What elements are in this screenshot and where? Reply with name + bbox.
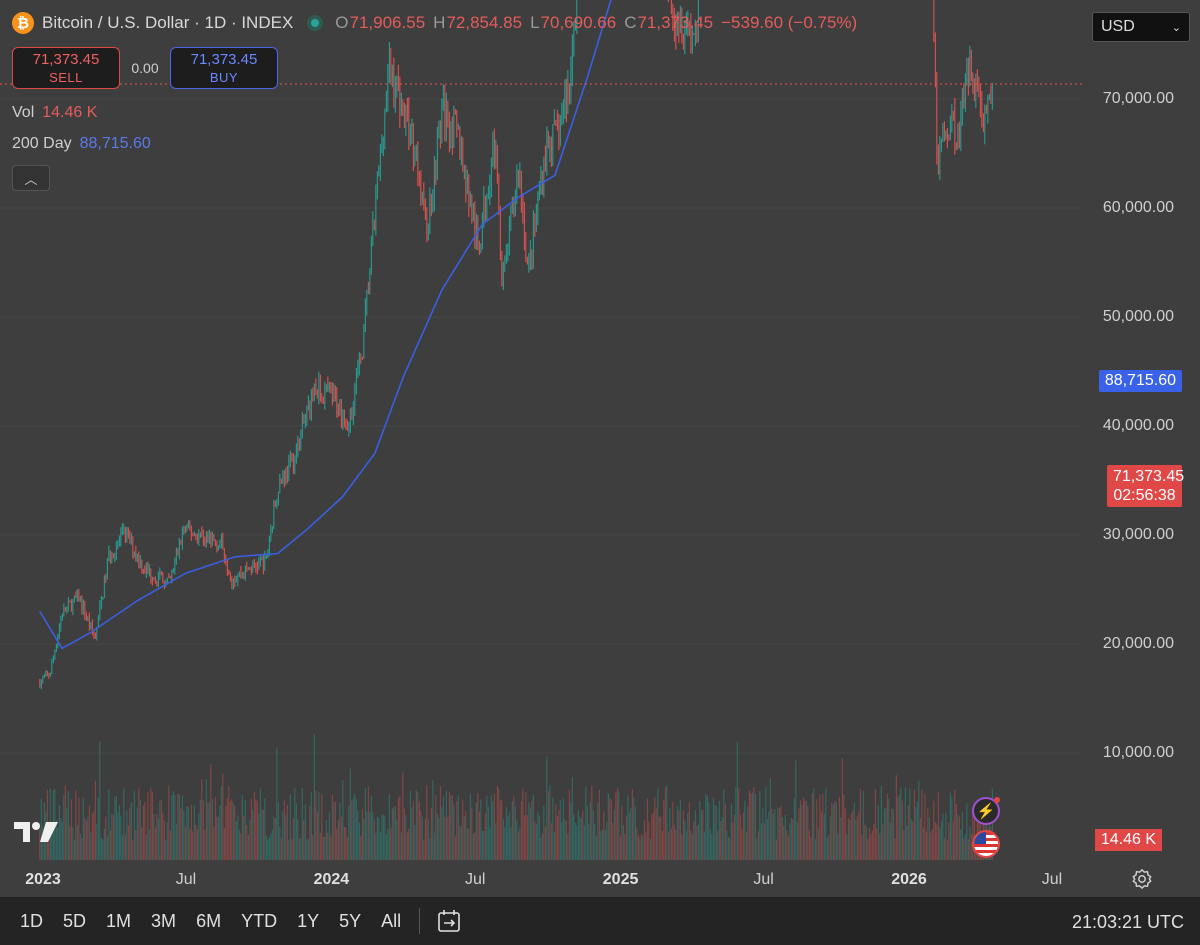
ma-200-line[interactable] bbox=[39, 0, 994, 650]
volume-legend-label: Vol bbox=[12, 104, 35, 121]
ohlc-values: O71,906.55 H72,854.85 L70,690.66 C71,373… bbox=[335, 13, 858, 32]
close-value: 71,373.45 bbox=[637, 13, 714, 32]
change-value: −539.60 (−0.75%) bbox=[721, 13, 858, 32]
date-range-icon[interactable] bbox=[436, 908, 462, 934]
candlesticks bbox=[39, 0, 993, 690]
buy-button[interactable]: 71,373.45 BUY bbox=[170, 47, 278, 89]
range-button-5d[interactable]: 5D bbox=[63, 910, 87, 931]
range-button-3m[interactable]: 3M bbox=[151, 910, 177, 931]
price-tick-label: 40,000.00 bbox=[1102, 417, 1174, 434]
gear-icon[interactable] bbox=[1131, 868, 1153, 890]
sell-price: 71,373.45 bbox=[32, 51, 100, 68]
toolbar-divider bbox=[419, 908, 421, 934]
trade-panel: 71,373.45 SELL 0.00 71,373.45 BUY bbox=[12, 47, 278, 89]
high-value: 72,854.85 bbox=[446, 13, 523, 32]
utc-clock[interactable]: 21:03:21 UTC bbox=[1071, 912, 1184, 932]
price-tick-label: 50,000.00 bbox=[1102, 308, 1174, 325]
range-button-1y[interactable]: 1Y bbox=[297, 910, 320, 931]
last-price-value: 71,373.45 bbox=[1113, 468, 1185, 485]
price-tick-label: 10,000.00 bbox=[1102, 744, 1174, 761]
range-button-5y[interactable]: 5Y bbox=[339, 910, 362, 931]
chart-panel[interactable] bbox=[0, 0, 1200, 897]
price-tick-label: 60,000.00 bbox=[1102, 199, 1174, 216]
price-tick-label: 70,000.00 bbox=[1102, 90, 1174, 107]
currency-value: USD bbox=[1101, 18, 1135, 35]
buy-price: 71,373.45 bbox=[190, 51, 258, 68]
range-button-6m[interactable]: 6M bbox=[196, 910, 222, 931]
range-buttons: 1D 5D 1M 3M 6M YTD 1Y 5Y All bbox=[0, 911, 401, 932]
range-button-1m[interactable]: 1M bbox=[106, 910, 132, 931]
chevron-down-icon: ⌄ bbox=[1171, 21, 1181, 34]
ma-legend-value: 88,715.60 bbox=[79, 135, 151, 152]
ma-legend[interactable]: 200 Day 88,715.60 bbox=[12, 135, 151, 153]
time-tick-label: Jul bbox=[175, 871, 197, 888]
volume-legend[interactable]: Vol 14.46 K bbox=[12, 104, 97, 122]
tradingview-logo-icon[interactable] bbox=[12, 820, 60, 844]
ma-legend-label: 200 Day bbox=[12, 135, 72, 152]
bar-countdown: 02:56:38 bbox=[1113, 487, 1176, 504]
bottom-toolbar: 1D 5D 1M 3M 6M YTD 1Y 5Y All bbox=[0, 897, 1200, 945]
collapse-legend-button[interactable]: ︿ bbox=[12, 165, 50, 191]
time-tick-label: Jul bbox=[753, 871, 774, 888]
time-tick-label: 2026 bbox=[891, 871, 927, 888]
price-chart[interactable] bbox=[0, 0, 1200, 897]
time-tick-label: Jul bbox=[464, 871, 486, 888]
range-button-1d[interactable]: 1D bbox=[20, 910, 44, 931]
price-tick-label: 30,000.00 bbox=[1102, 526, 1174, 543]
market-status-icon[interactable] bbox=[307, 15, 324, 31]
chart-header: ₿ Bitcoin / U.S. Dollar · 1D · INDEX O71… bbox=[12, 12, 857, 34]
volume-legend-value: 14.46 K bbox=[42, 104, 98, 121]
lightning-icon[interactable]: ⚡ bbox=[972, 797, 1000, 825]
time-tick-label: 2023 bbox=[25, 871, 61, 888]
sell-label: SELL bbox=[49, 70, 83, 85]
symbol-title[interactable]: Bitcoin / U.S. Dollar · 1D · INDEX bbox=[42, 13, 294, 32]
spread-value: 0.00 bbox=[131, 60, 159, 76]
time-tick-label: 2025 bbox=[602, 871, 639, 888]
price-tick-label: 20,000.00 bbox=[1102, 635, 1174, 652]
volume-axis-label: 14.46 K bbox=[1094, 829, 1162, 851]
open-value: 71,906.55 bbox=[349, 13, 426, 32]
bitcoin-icon: ₿ bbox=[12, 12, 34, 34]
us-flag-icon[interactable] bbox=[972, 830, 1000, 858]
ma-price-label: 88,715.60 bbox=[1098, 370, 1182, 392]
sell-button[interactable]: 71,373.45 SELL bbox=[12, 47, 120, 89]
low-value: 70,690.66 bbox=[540, 13, 617, 32]
time-tick-label: Jul bbox=[1041, 871, 1063, 888]
chevron-up-icon: ︿ bbox=[24, 171, 38, 187]
time-tick-label: 2024 bbox=[313, 871, 350, 888]
volume-bars bbox=[39, 734, 993, 860]
range-button-ytd[interactable]: YTD bbox=[241, 910, 278, 931]
last-price-label: 71,373.45 02:56:38 bbox=[1107, 465, 1185, 507]
buy-label: BUY bbox=[209, 70, 239, 85]
range-button-all[interactable]: All bbox=[381, 910, 402, 931]
currency-select[interactable]: USD ⌄ bbox=[1092, 12, 1190, 42]
